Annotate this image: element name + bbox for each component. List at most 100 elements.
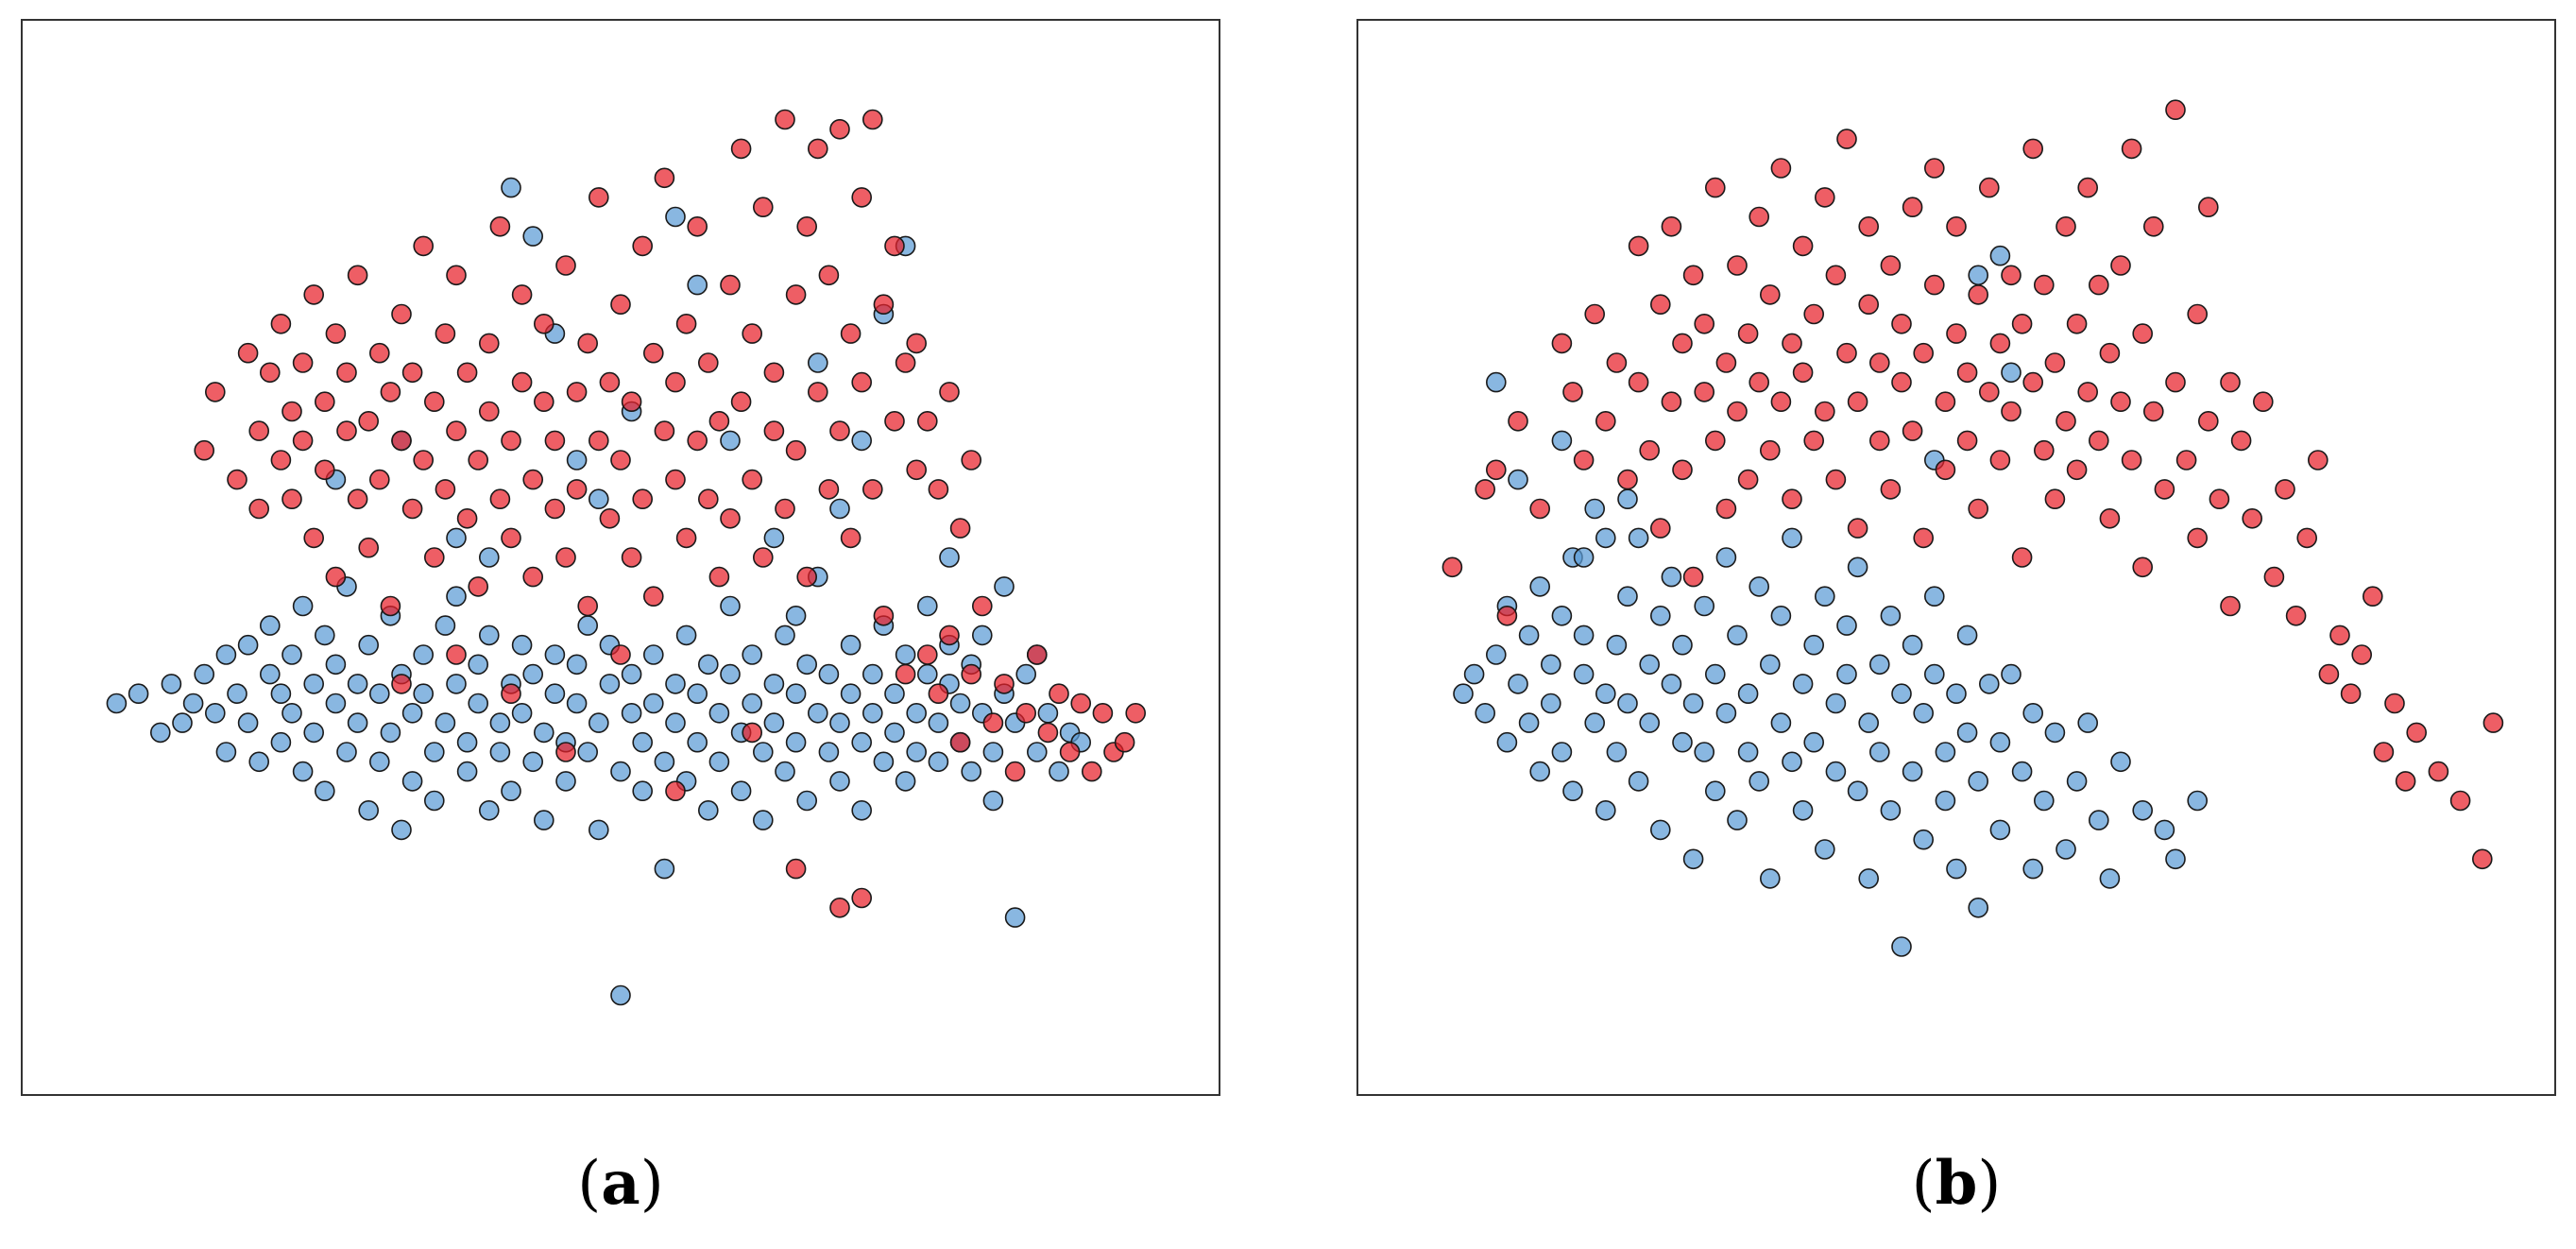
scatter-point-b-s0-96 — [2022, 702, 2044, 724]
scatter-point-a-s0-22 — [303, 674, 325, 694]
points-group-a — [106, 109, 1146, 1006]
caption-a: (a) — [479, 1148, 762, 1219]
scatter-point-a-s0-119 — [829, 771, 850, 792]
scatter-point-b-s1-8 — [1573, 450, 1595, 471]
scatter-point-a-s0-161 — [687, 274, 708, 296]
scatter-point-a-s1-131 — [949, 731, 971, 753]
scatter-point-b-s1-93 — [2066, 459, 2088, 481]
scatter-point-a-s1-74 — [632, 488, 654, 510]
scatter-point-a-s0-28 — [336, 742, 357, 762]
scatter-point-b-s1-126 — [2307, 450, 2329, 471]
scatter-point-a-s1-29 — [391, 430, 412, 452]
caption-b-open: ( — [1911, 1149, 1936, 1219]
scatter-point-a-s0-129 — [884, 722, 905, 744]
scatter-point-b-s0-62 — [1814, 839, 1835, 860]
scatter-point-a-s0-175 — [785, 605, 807, 626]
scatter-point-a-s0-6 — [194, 663, 214, 685]
scatter-point-a-s1-21 — [347, 488, 368, 510]
scatter-point-a-s1-56 — [533, 313, 554, 334]
scatter-point-b-s1-41 — [1782, 488, 1802, 510]
scatter-point-b-s1-97 — [2088, 274, 2109, 296]
scatter-point-a-s1-83 — [687, 430, 708, 452]
scatter-point-b-s1-50 — [1836, 342, 1857, 364]
scatter-point-a-s1-18 — [325, 566, 347, 588]
scatter-point-a-s1-127 — [928, 683, 949, 705]
scatter-point-b-s0-66 — [1836, 663, 1857, 685]
scatter-point-b-s0-48 — [1737, 742, 1759, 762]
scatter-point-a-s1-90 — [720, 507, 741, 529]
scatter-point-b-s0-40 — [1694, 742, 1715, 762]
scatter-point-a-s0-1 — [128, 683, 149, 705]
scatter-point-b-s0-38 — [1682, 848, 1704, 870]
scatter-point-a-s1-99 — [775, 109, 795, 130]
scatter-point-b-s1-10 — [1595, 410, 1616, 432]
scatter-point-a-s0-8 — [215, 644, 237, 665]
scatter-point-a-s0-18 — [281, 644, 302, 665]
scatter-point-b-s1-127 — [2318, 663, 2340, 685]
scatter-point-a-s0-20 — [292, 761, 314, 782]
scatter-point-a-s0-53 — [468, 693, 489, 714]
scatter-point-b-s1-82 — [2011, 313, 2033, 334]
plot-frame-b — [1356, 19, 2556, 1096]
scatter-point-a-s1-65 — [588, 430, 609, 452]
scatter-point-a-s1-70 — [610, 294, 631, 316]
scatter-point-a-s0-3 — [161, 674, 182, 694]
scatter-point-b-s0-28 — [1628, 527, 1649, 549]
scatter-point-b-s1-34 — [1749, 206, 1770, 228]
scatter-point-a-s0-151 — [1015, 663, 1036, 685]
scatter-point-a-s1-23 — [358, 410, 380, 432]
scatter-point-a-s0-48 — [446, 674, 467, 694]
scatter-point-a-s1-48 — [489, 216, 511, 237]
scatter-point-b-s1-60 — [1891, 371, 1912, 393]
scatter-point-b-s0-78 — [1902, 761, 1923, 782]
scatter-point-b-s1-26 — [1704, 430, 1726, 452]
scatter-point-a-s1-43 — [468, 450, 489, 471]
scatter-point-a-s1-62 — [566, 479, 588, 500]
scatter-point-b-s0-58 — [1792, 799, 1814, 821]
scatter-point-a-s1-86 — [697, 352, 719, 373]
scatter-point-b-s0-79 — [1913, 702, 1935, 724]
scatter-point-a-s1-156 — [446, 644, 467, 665]
scatter-point-a-s1-124 — [906, 333, 928, 354]
scatter-point-a-s0-33 — [358, 634, 380, 656]
scatter-point-a-s0-111 — [785, 731, 807, 753]
scatter-point-b-s1-18 — [1661, 391, 1682, 413]
scatter-point-a-s1-144 — [1070, 693, 1091, 714]
scatter-point-a-s0-57 — [489, 742, 511, 762]
scatter-point-b-s0-50 — [1749, 771, 1770, 792]
scatter-point-b-s1-27 — [1704, 177, 1726, 198]
scatter-point-a-s1-17 — [325, 323, 347, 344]
scatter-point-b-s1-133 — [2384, 693, 2405, 714]
scatter-point-a-s1-15 — [314, 391, 335, 413]
scatter-point-a-s1-108 — [818, 265, 840, 286]
scatter-point-a-s0-78 — [610, 761, 631, 782]
scatter-point-a-s0-121 — [840, 634, 862, 656]
scatter-point-a-s1-87 — [708, 566, 730, 588]
scatter-point-b-s0-117 — [1968, 265, 1989, 286]
scatter-point-a-s1-102 — [785, 439, 807, 461]
scatter-point-b-s1-17 — [1649, 518, 1671, 539]
scatter-point-a-s0-84 — [642, 644, 664, 665]
scatter-point-b-s1-1 — [1475, 479, 1495, 500]
scatter-point-a-s0-5 — [182, 693, 204, 714]
scatter-point-b-s0-83 — [1935, 742, 1956, 762]
scatter-point-a-s0-12 — [237, 712, 259, 733]
scatter-point-a-s0-16 — [270, 683, 292, 705]
scatter-point-a-s0-141 — [949, 693, 971, 714]
scatter-point-b-s0-81 — [1923, 663, 1945, 685]
scatter-point-b-s1-51 — [1836, 128, 1857, 149]
scatter-point-b-s1-90 — [2056, 216, 2076, 237]
scatter-point-b-s0-111 — [1508, 469, 1528, 490]
scatter-point-b-s1-25 — [1694, 313, 1715, 334]
scatter-point-a-s1-81 — [675, 313, 697, 334]
scatter-point-b-s1-107 — [2142, 216, 2164, 237]
scatter-point-b-s1-37 — [1759, 284, 1781, 305]
scatter-point-b-s1-2 — [1486, 459, 1507, 481]
scatter-point-b-s0-10 — [1529, 761, 1550, 782]
scatter-point-a-s0-147 — [982, 790, 1004, 812]
scatter-point-b-s1-32 — [1737, 323, 1759, 344]
scatter-point-a-s1-0 — [194, 439, 214, 461]
scatter-point-b-s0-115 — [1617, 488, 1638, 510]
scatter-point-b-s0-70 — [1858, 868, 1880, 889]
scatter-point-a-s0-112 — [796, 654, 818, 676]
